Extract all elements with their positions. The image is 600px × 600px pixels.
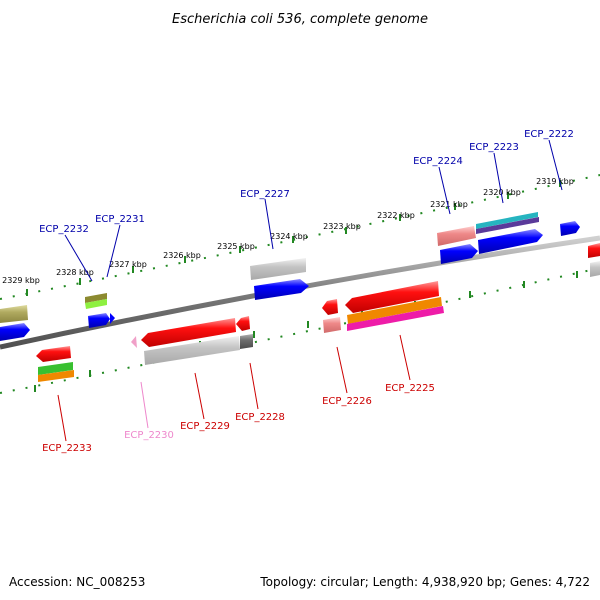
forward-features [0, 212, 600, 341]
gene-ecp-2233-orange[interactable] [38, 370, 74, 382]
gene-ecp-2222[interactable] [560, 221, 580, 236]
leader-lines [57, 139, 563, 442]
tick-label: 2329 kbp [2, 276, 40, 285]
tick-label: 2324 kbp [270, 232, 308, 241]
tick-label: 2327 kbp [109, 260, 147, 269]
gene-ecp-2223-purple[interactable] [476, 217, 539, 234]
gene-ecp-2231-small[interactable] [110, 313, 115, 324]
map-title: Escherichia coli 536, complete genome [172, 12, 428, 27]
topology-text: Topology: circular; Length: 4,938,920 bp… [260, 575, 590, 589]
gene-label: ECP_2232 [39, 224, 89, 235]
gene-ecp-2229-gray[interactable] [144, 336, 240, 365]
gene-label: ECP_2224 [413, 156, 463, 167]
gene-ecp-2232-green[interactable] [85, 299, 107, 309]
gene-ecp-2231[interactable] [88, 313, 110, 328]
gene-ecp-2228[interactable] [236, 316, 250, 331]
gene-label: ECP_2226 [322, 396, 372, 407]
gene-ecp-2233-green[interactable] [38, 362, 73, 375]
gene-ecp-2223[interactable] [478, 229, 543, 254]
tick-label: 2322 kbp [377, 211, 415, 220]
gene-ecp-2227[interactable] [254, 279, 309, 300]
tick-label: 2323 kbp [323, 222, 361, 231]
gene-label: ECP_2225 [385, 383, 435, 394]
tick-labels: 2319 kbp 2320 kbp 2321 kbp 2322 kbp 2323… [2, 177, 574, 285]
gene-ecp-2233[interactable] [36, 346, 71, 362]
gene-labels-forward: ECP_2222 ECP_2223 ECP_2224 ECP_2227 ECP_… [39, 129, 574, 235]
tick-label: 2326 kbp [163, 251, 201, 260]
tick-label: 2325 kbp [217, 242, 255, 251]
gene-label: ECP_2223 [469, 142, 519, 153]
tick-label: 2320 kbp [483, 188, 521, 197]
gene-ecp-2225-orange[interactable] [347, 297, 442, 324]
tick-label: 2319 kbp [536, 177, 574, 186]
gene-label: ECP_2228 [235, 412, 285, 423]
gene-ecp-2230[interactable] [131, 336, 137, 348]
gene-edge-olive[interactable] [0, 305, 28, 323]
gene-ecp-2227-gray[interactable] [250, 258, 306, 280]
gene-ecp-2223-teal[interactable] [476, 212, 538, 229]
gene-ecp-2225-magenta[interactable] [347, 306, 444, 331]
gene-label: ECP_2231 [95, 214, 145, 225]
gene-ecp-2225[interactable] [345, 281, 439, 313]
gene-ecp-2232-olive[interactable] [85, 293, 107, 303]
gene-edge-blue[interactable] [0, 323, 30, 341]
gene-edge-gray[interactable] [590, 261, 600, 277]
gene-label: ECP_2233 [42, 443, 92, 454]
gene-ecp-2224-pink[interactable] [437, 226, 476, 246]
gene-edge-red[interactable] [588, 243, 600, 258]
gene-labels-reverse: ECP_2225 ECP_2226 ECP_2228 ECP_2229 ECP_… [42, 383, 435, 454]
gene-ecp-2224[interactable] [440, 244, 478, 264]
accession-text: Accession: NC_008253 [9, 575, 146, 589]
gene-ecp-2228-dark[interactable] [240, 334, 253, 349]
gene-label: ECP_2222 [524, 129, 574, 140]
gene-ecp-2226-pink[interactable] [323, 317, 341, 333]
gene-label: ECP_2230 [124, 430, 174, 441]
gene-label: ECP_2229 [180, 421, 230, 432]
tick-label: 2328 kbp [56, 268, 94, 277]
tick-label: 2321 kbp [430, 200, 468, 209]
gene-ecp-2226[interactable] [322, 299, 338, 315]
reverse-features [36, 281, 444, 382]
gene-ecp-2229[interactable] [141, 318, 236, 347]
gene-label: ECP_2227 [240, 189, 290, 200]
